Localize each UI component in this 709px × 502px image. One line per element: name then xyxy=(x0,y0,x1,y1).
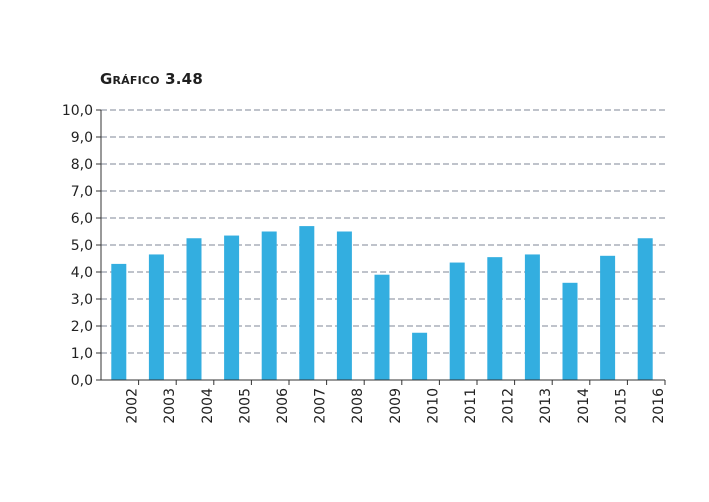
bar xyxy=(224,235,240,380)
bar xyxy=(148,254,164,380)
bar xyxy=(111,263,127,380)
x-tick-label: 2011 xyxy=(463,388,479,424)
bar xyxy=(524,254,540,380)
x-tick-label: 2005 xyxy=(237,388,253,424)
x-tick-label: 2015 xyxy=(613,388,629,424)
y-tick-label: 5,0 xyxy=(71,238,93,254)
x-tick-label: 2012 xyxy=(501,388,517,424)
x-tick-labels: 2002 2003 2004 2005 2006 2007 2008 2009 2010 2011… xyxy=(125,388,667,424)
chart-title: Gráfico 3.48 xyxy=(100,70,203,88)
x-tick-label: 2004 xyxy=(200,388,216,424)
bar xyxy=(374,274,390,380)
x-tick-label: 2008 xyxy=(350,388,366,424)
bar xyxy=(186,238,202,380)
y-tick-labels: 0,0 1,0 2,0 3,0 4,0 5,0 6,0 7,0 8,0 9,0 10,0 xyxy=(62,103,93,389)
bar xyxy=(261,231,277,380)
y-tick-label: 7,0 xyxy=(71,184,93,200)
bar xyxy=(336,231,352,380)
y-tick-label: 0,0 xyxy=(71,373,93,389)
bars xyxy=(111,226,653,380)
bar xyxy=(487,257,503,380)
bar xyxy=(449,262,465,380)
y-tick-label: 10,0 xyxy=(62,103,93,119)
x-tick-label: 2009 xyxy=(388,388,404,424)
x-tick-label: 2003 xyxy=(162,388,178,424)
y-tick-label: 6,0 xyxy=(71,211,93,227)
axes xyxy=(96,109,666,385)
x-tick-label: 2007 xyxy=(313,388,329,424)
x-tick-label: 2013 xyxy=(538,388,554,424)
bar xyxy=(637,238,653,380)
bar xyxy=(412,332,428,380)
y-tick-label: 8,0 xyxy=(71,157,93,173)
y-tick-label: 2,0 xyxy=(71,319,93,335)
bar xyxy=(562,282,578,380)
y-tick-label: 9,0 xyxy=(71,130,93,146)
x-tick-label: 2006 xyxy=(275,388,291,424)
y-tick-label: 3,0 xyxy=(71,292,93,308)
x-tick-label: 2010 xyxy=(425,388,441,424)
bar xyxy=(600,255,616,380)
x-tick-label: 2016 xyxy=(651,388,667,424)
x-tick-label: 2014 xyxy=(576,388,592,424)
y-tick-label: 1,0 xyxy=(71,346,93,362)
y-tick-label: 4,0 xyxy=(71,265,93,281)
x-tick-label: 2002 xyxy=(125,388,141,424)
bar xyxy=(299,226,315,380)
